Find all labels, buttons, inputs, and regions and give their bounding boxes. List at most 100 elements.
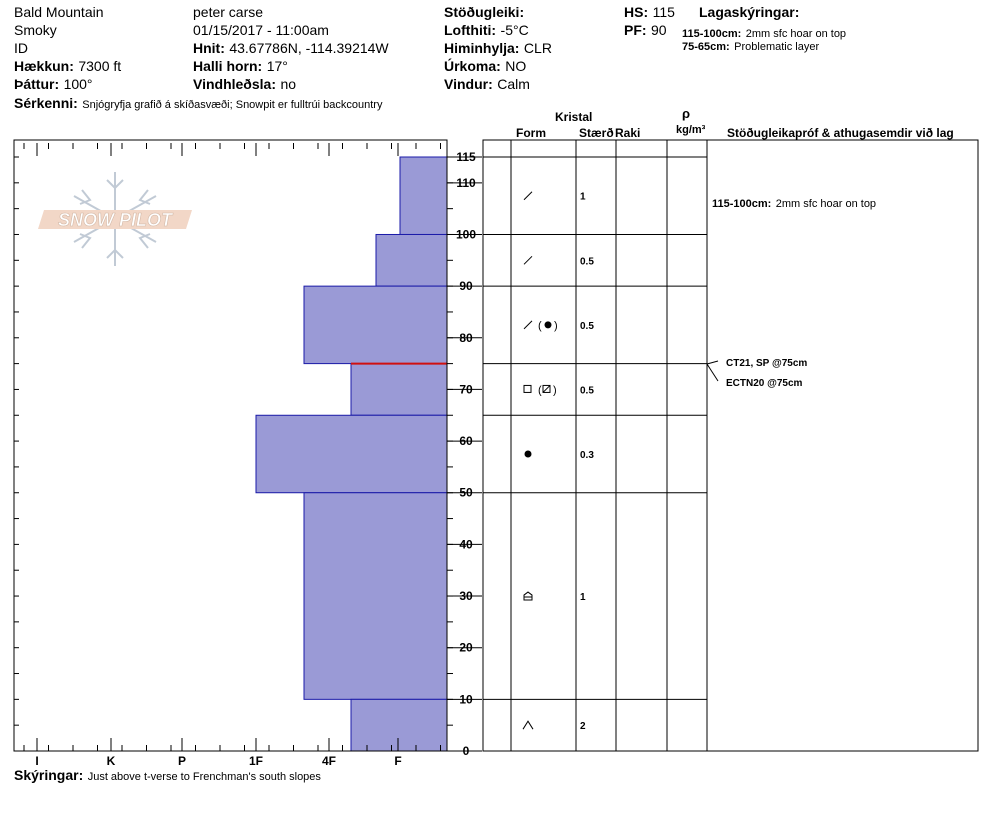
layer-note-2: 75-65cm: Problematic layer — [682, 37, 819, 55]
grain-symbols: 1 0.5 0.5 () 0.5 () 0.3 1 2 — [522, 191, 594, 732]
precip: Úrkoma: NO — [444, 58, 526, 76]
density-unit: kg/m³ — [676, 124, 706, 136]
footer-notes: Skýringar: Just above t-verse to Frenchm… — [14, 767, 321, 785]
hs-value: 115 — [652, 4, 675, 20]
snowpilot-logo: SNOW PILOT — [38, 172, 192, 266]
layer-note-range: 75-65cm: — [682, 41, 730, 53]
grain-size-label: 0.5 — [580, 385, 594, 396]
hardness-tick-label: K — [107, 754, 116, 768]
layer-bar — [375, 233, 448, 287]
layer-comment: 115-100cm: 2mm sfc hoar on top — [712, 194, 876, 212]
layer-comment-range: 115-100cm: — [712, 198, 772, 210]
wind-loading-value: no — [280, 76, 297, 92]
paren-open: ( — [538, 384, 542, 396]
air-temp: Lofthiti: -5°C — [444, 22, 529, 40]
layer-bar — [350, 698, 448, 752]
depth-ticks: 0 10 20 30 40 50 60 70 80 90 100 110 115 — [14, 150, 482, 758]
moisture-header: Raki — [615, 126, 641, 140]
faceted-rounded-icon — [542, 384, 551, 393]
depth-tick-label: 0 — [463, 744, 470, 758]
paren-close: ) — [554, 320, 558, 332]
density-symbol: ρ — [682, 106, 691, 121]
air-temp-value: -5°C — [500, 22, 529, 38]
depth-tick-label: 80 — [459, 331, 473, 345]
depth-hoar-icon — [523, 591, 533, 601]
hardness-tick-label: P — [178, 754, 186, 768]
test-result: ECTN20 @75cm — [726, 378, 803, 389]
elevation-label: Hækkun: — [14, 58, 74, 74]
state: ID — [14, 40, 28, 56]
location: Bald Mountain — [14, 4, 104, 20]
air-temp-label: Lofthiti: — [444, 22, 497, 38]
form-header: Form — [516, 126, 546, 140]
precip-value: NO — [505, 58, 527, 74]
table-frame — [482, 139, 979, 752]
coordinates: Hnit: 43.67786N, -114.39214W — [193, 40, 389, 58]
observer: peter carse — [193, 4, 264, 20]
depth-tick-label: 115 — [456, 150, 476, 164]
hs: HS: 115 — [624, 4, 675, 22]
hardness-tick-label: I — [35, 754, 38, 768]
slope-value: 17° — [266, 58, 288, 74]
pf: PF: 90 — [624, 22, 667, 40]
depth-tick-label: 20 — [459, 641, 473, 655]
layer-bar — [303, 492, 448, 700]
slope-label: Halli horn: — [193, 58, 263, 74]
chart-frame — [13, 139, 448, 752]
depth-tick-label: 40 — [459, 537, 473, 551]
faceted-rounded-slash — [542, 385, 551, 393]
elevation: Hækkun: 7300 ft — [14, 58, 121, 76]
pf-value: 90 — [651, 22, 667, 38]
slope: Halli horn: 17° — [193, 58, 288, 76]
paren-close: ) — [553, 384, 557, 396]
decomposing-icon — [523, 191, 533, 201]
layer-bar — [303, 285, 448, 365]
test-result: CT21, SP @75cm — [726, 358, 808, 369]
wind: Vindur: Calm — [444, 76, 530, 94]
sky-label: Himinhylja: — [444, 40, 520, 56]
layer-notes-label: Lagaskýringar: — [699, 4, 800, 20]
depth-tick-label: 90 — [459, 279, 473, 293]
grain-size-label: 0.5 — [580, 256, 594, 267]
notes-value: Just above t-verse to Frenchman's south … — [87, 771, 321, 783]
comments-header: Stöðugleikapróf & athugasemdir við lag — [727, 126, 954, 140]
grain-size-label: 2 — [580, 721, 586, 732]
rounds-icon — [524, 450, 532, 458]
hardness-profile — [255, 156, 448, 752]
wind-label: Vindur: — [444, 76, 493, 92]
size-header: Stærð — [579, 126, 614, 140]
hardness-tick-label: 1F — [249, 754, 263, 768]
notes-label: Skýringar: — [14, 767, 84, 783]
depth-tick-label: 100 — [456, 227, 476, 241]
layer-bar — [399, 156, 448, 235]
pf-label: PF: — [624, 22, 647, 38]
precip-label: Úrkoma: — [444, 58, 501, 74]
elevation-value: 7300 ft — [78, 58, 122, 74]
test-pointer — [706, 363, 719, 382]
wind-loading: Vindhleðsla: no — [193, 76, 296, 94]
layer-comment-text: 2mm sfc hoar on top — [775, 198, 877, 210]
depth-tick-label: 30 — [459, 589, 473, 603]
hardness-ticks: I K P 1F 4F F — [23, 143, 441, 768]
layer-note-range: 115-100cm: — [682, 28, 742, 40]
paren-open: ( — [538, 320, 542, 332]
decomposing-icon — [523, 255, 533, 265]
aspect: Þáttur: 100° — [14, 76, 93, 94]
hardness-tick-label: F — [394, 754, 401, 768]
depth-tick-label: 50 — [459, 486, 473, 500]
features-label: Sérkenni: — [14, 95, 78, 111]
faceted-icon — [523, 384, 532, 393]
grain-size-label: 0.5 — [580, 321, 594, 332]
sky-value: CLR — [523, 40, 552, 56]
hardness-tick-label: 4F — [322, 754, 336, 768]
layer-note-1: 115-100cm: 2mm sfc hoar on top — [682, 24, 846, 42]
stability-label: Stöðugleiki: — [444, 4, 525, 20]
datetime: 01/15/2017 - 11:00am — [193, 22, 329, 38]
decomposing-icon — [523, 320, 533, 330]
crystal-table — [482, 139, 979, 752]
wind-loading-label: Vindhleðsla: — [193, 76, 276, 92]
features-value: Snjógryfja grafið á skíðasvæði; Snowpit … — [82, 99, 383, 111]
aspect-value: 100° — [63, 76, 93, 92]
depth-tick-label: 10 — [459, 692, 473, 706]
